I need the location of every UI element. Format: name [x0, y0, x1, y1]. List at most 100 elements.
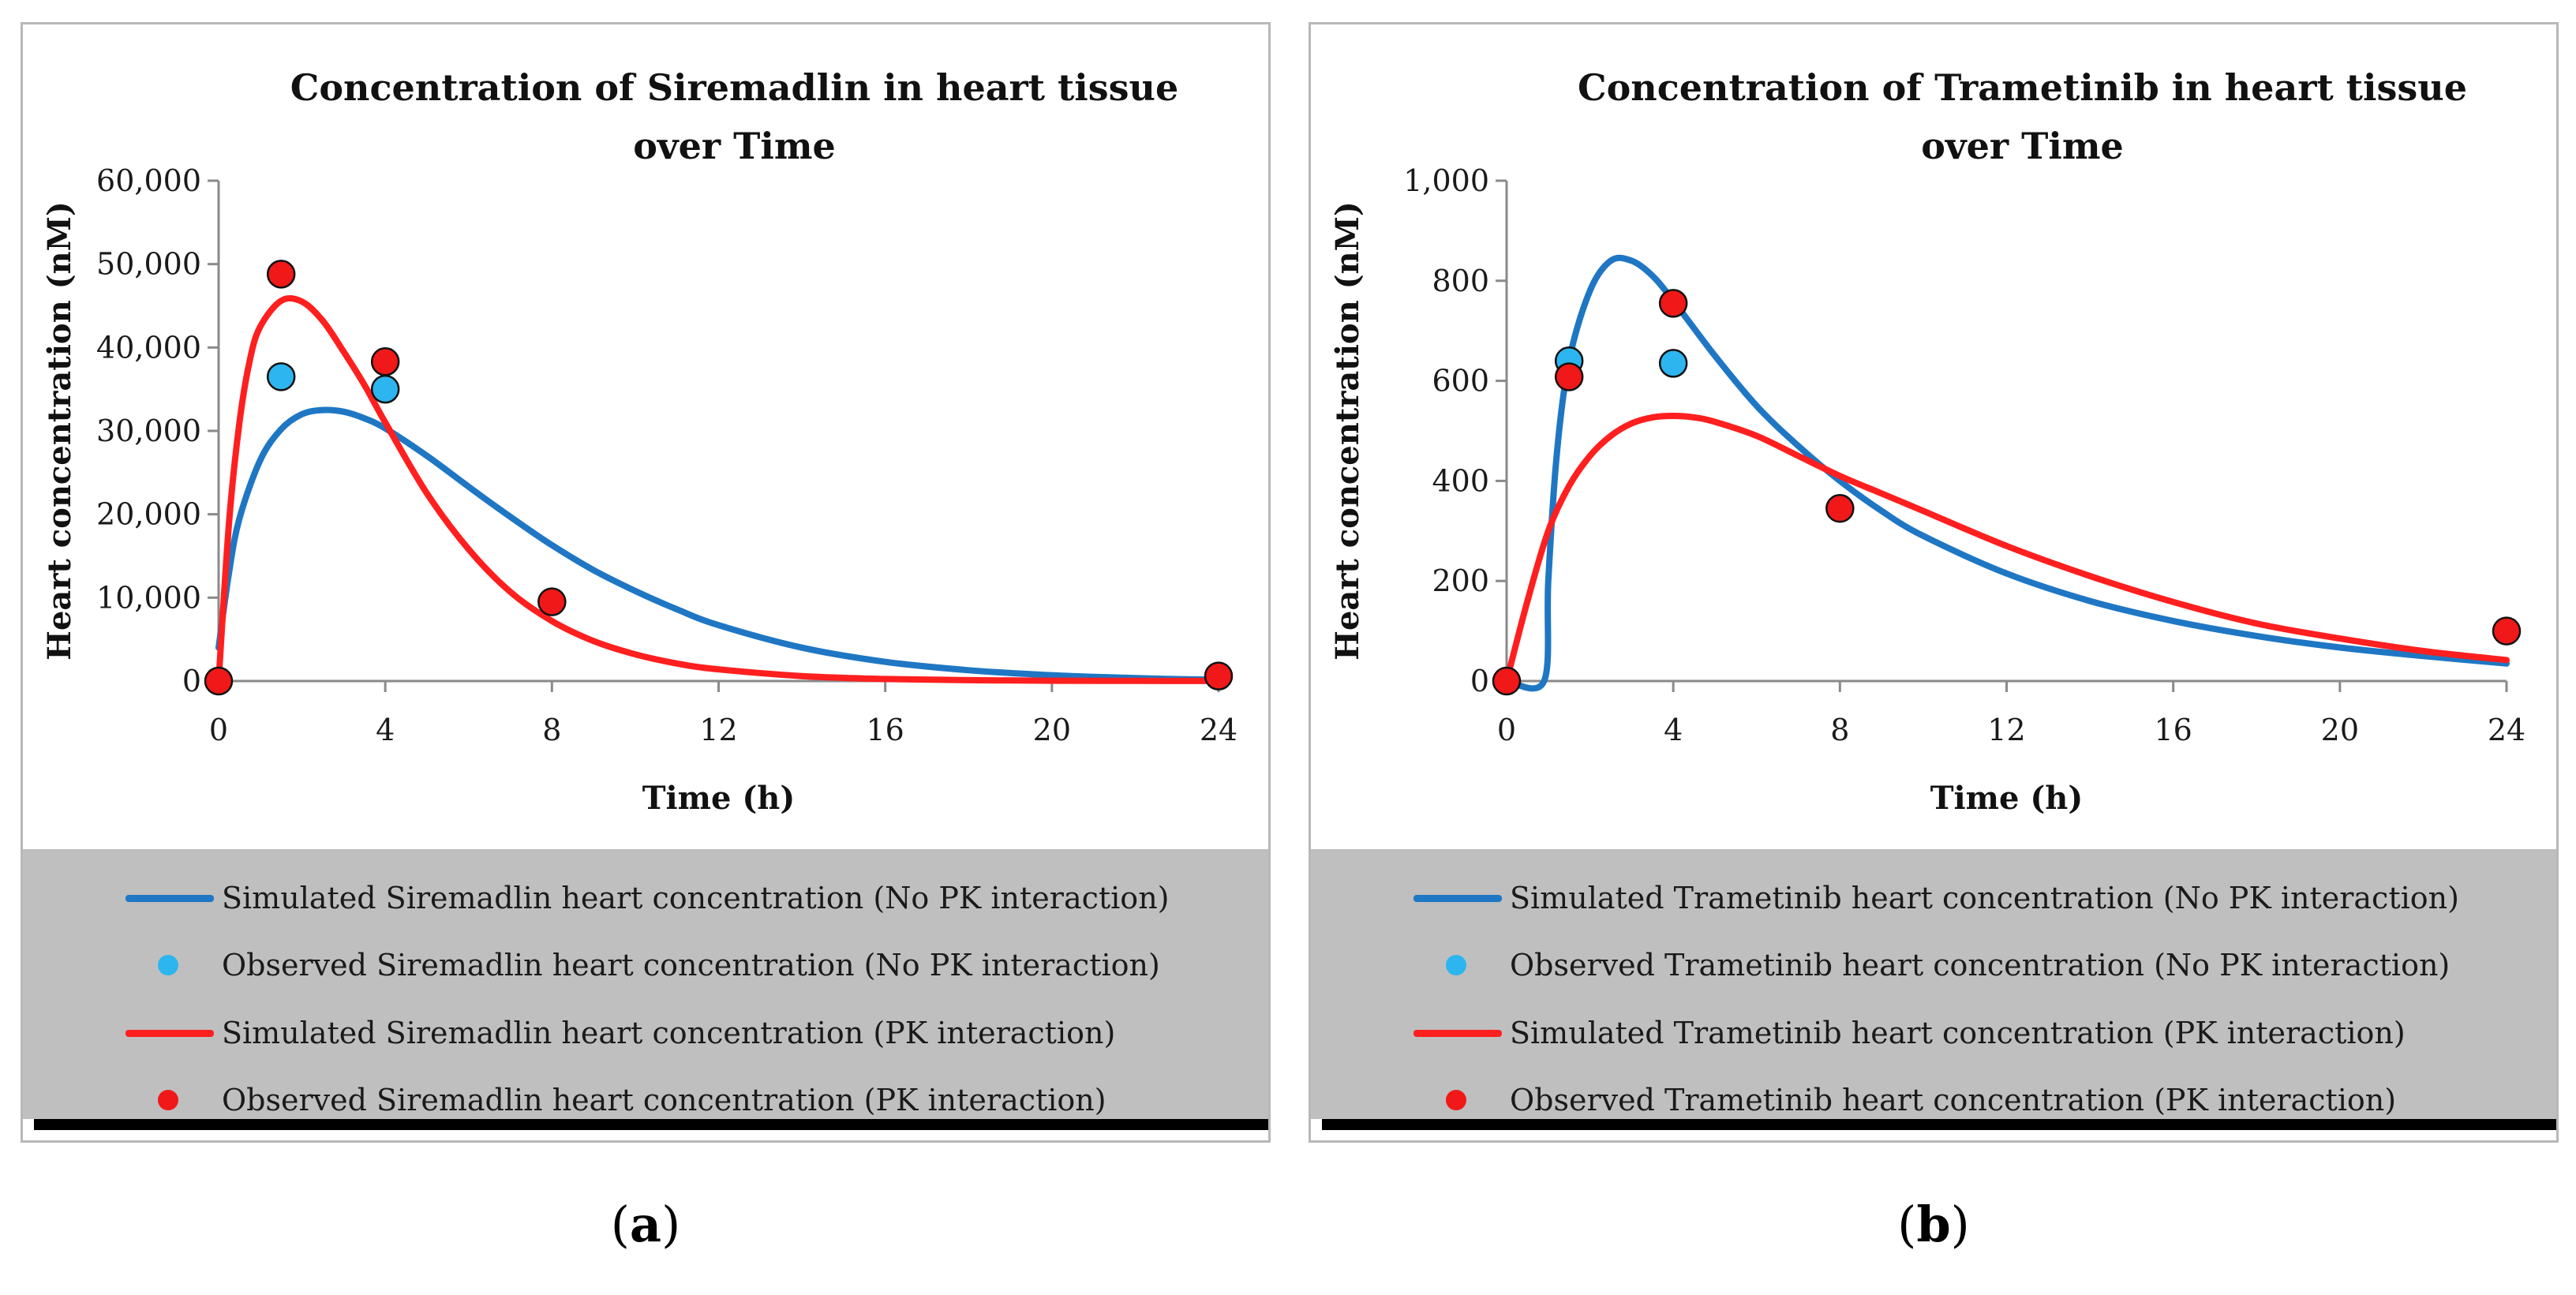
legend-item-simulated-no-pk: Simulated Trametinib heart concentration… — [1413, 876, 2459, 920]
legend-item-observed-pk: Observed Trametinib heart concentration … — [1413, 1078, 2396, 1122]
y-axis-label: Heart concentration (nM) — [41, 201, 78, 661]
legend-label: Simulated Siremadlin heart concentration… — [222, 1016, 1116, 1050]
x-tick-label: 16 — [2154, 713, 2192, 747]
series-line — [1503, 254, 2510, 692]
chart-title-line: Concentration of Siremadlin in heart tis… — [290, 66, 1179, 109]
chart-panel-b: Concentration of Trametinib in heart tis… — [1309, 22, 2559, 1143]
legend-swatch — [1413, 1011, 1502, 1055]
x-tick-label: 20 — [2321, 713, 2359, 747]
data-point — [266, 362, 296, 391]
caption-letter: b — [1916, 1196, 1951, 1253]
data-point — [1492, 666, 1522, 696]
caption-letter: a — [629, 1196, 662, 1253]
x-tick-label: 4 — [1664, 713, 1683, 747]
x-tick-label: 0 — [209, 713, 228, 747]
x-tick-label: 4 — [376, 713, 395, 747]
x-tick-label: 12 — [1987, 713, 2025, 747]
legend-line-icon — [125, 895, 214, 902]
legend-item-simulated-pk: Simulated Siremadlin heart concentration… — [125, 1011, 1115, 1055]
chart-b-svg: Concentration of Trametinib in heart tis… — [1329, 66, 2525, 817]
data-point — [1204, 661, 1234, 691]
legend-bottom-bar — [34, 1119, 1268, 1130]
legend-swatch — [1413, 876, 1502, 920]
legend-dot-icon — [1446, 1090, 1466, 1110]
legend-dot-icon — [1446, 955, 1466, 975]
chart-a-svg: Concentration of Siremadlin in heart tis… — [41, 66, 1237, 817]
y-tick-label: 600 — [1432, 364, 1489, 399]
caption-open: ( — [610, 1196, 630, 1253]
data-point — [370, 374, 400, 404]
legend-line-icon — [1413, 895, 1502, 902]
caption-open: ( — [1897, 1196, 1917, 1253]
data-point — [266, 260, 296, 289]
y-tick-label: 60,000 — [96, 163, 201, 198]
x-tick-label: 16 — [866, 713, 904, 747]
x-tick-label: 8 — [542, 713, 561, 747]
legend-item-observed-pk: Observed Siremadlin heart concentration … — [125, 1078, 1106, 1122]
data-point — [2492, 616, 2522, 646]
caption-close: ) — [1950, 1196, 1970, 1253]
data-point — [1658, 289, 1688, 318]
x-tick-label: 0 — [1497, 713, 1516, 747]
y-tick-label: 400 — [1432, 463, 1489, 498]
series-line — [1503, 413, 2510, 684]
legend-swatch — [125, 1011, 214, 1055]
legend-label: Simulated Siremadlin heart concentration… — [222, 881, 1170, 915]
y-tick-label: 800 — [1432, 264, 1489, 298]
data-point — [204, 666, 234, 696]
x-axis-label: Time (h) — [1930, 780, 2084, 817]
caption-close: ) — [661, 1196, 681, 1253]
chart-title-line: over Time — [633, 125, 836, 167]
legend-item-simulated-no-pk: Simulated Siremadlin heart concentration… — [125, 876, 1170, 920]
legend-label: Observed Trametinib heart concentration … — [1510, 1083, 2397, 1117]
series-line — [215, 295, 1222, 684]
legend-item-simulated-pk: Simulated Trametinib heart concentration… — [1413, 1011, 2406, 1055]
x-axis-label: Time (h) — [642, 780, 796, 817]
legend-bottom-bar — [1322, 1119, 2556, 1130]
legend-dot-icon — [158, 955, 178, 975]
data-point — [1658, 349, 1688, 378]
caption-a: (a) — [567, 1196, 724, 1253]
x-tick-label: 8 — [1830, 713, 1849, 747]
chart-b-legend: Simulated Trametinib heart concentration… — [1311, 849, 2556, 1119]
x-tick-label: 24 — [1200, 713, 1237, 747]
legend-swatch — [125, 1078, 214, 1122]
y-tick-label: 0 — [182, 664, 201, 698]
caption-b: (b) — [1855, 1196, 2012, 1253]
x-tick-label: 20 — [1033, 713, 1071, 747]
data-point — [1554, 362, 1584, 391]
legend-item-observed-no-pk: Observed Siremadlin heart concentration … — [125, 943, 1160, 987]
legend-label: Simulated Trametinib heart concentration… — [1510, 881, 2459, 915]
y-tick-label: 10,000 — [96, 580, 201, 615]
series-line — [215, 406, 1222, 683]
legend-line-icon — [125, 1030, 214, 1037]
x-tick-label: 24 — [2488, 713, 2525, 747]
legend-swatch — [1413, 943, 1502, 987]
y-tick-label: 30,000 — [96, 414, 201, 448]
data-point — [370, 347, 400, 376]
legend-line-icon — [1413, 1030, 1502, 1037]
y-tick-label: 200 — [1432, 563, 1489, 598]
legend-dot-icon — [158, 1090, 178, 1110]
chart-title-line: Concentration of Trametinib in heart tis… — [1578, 66, 2467, 109]
legend-label: Observed Siremadlin heart concentration … — [222, 948, 1160, 982]
y-tick-label: 1,000 — [1403, 163, 1489, 198]
legend-label: Simulated Trametinib heart concentration… — [1510, 1016, 2406, 1050]
data-point — [537, 587, 567, 616]
chart-a-legend: Simulated Siremadlin heart concentration… — [23, 849, 1268, 1119]
y-tick-label: 0 — [1470, 664, 1489, 698]
legend-label: Observed Trametinib heart concentration … — [1510, 948, 2451, 982]
data-point — [1825, 494, 1855, 523]
legend-swatch — [125, 876, 214, 920]
legend-item-observed-no-pk: Observed Trametinib heart concentration … — [1413, 943, 2450, 987]
y-axis-label: Heart concentration (nM) — [1329, 201, 1366, 661]
chart-panel-a: Concentration of Siremadlin in heart tis… — [21, 22, 1271, 1143]
chart-title-line: over Time — [1921, 125, 2124, 167]
y-tick-label: 40,000 — [96, 330, 201, 365]
x-tick-label: 12 — [699, 713, 737, 747]
y-tick-label: 20,000 — [96, 497, 201, 532]
y-tick-label: 50,000 — [96, 247, 201, 282]
legend-label: Observed Siremadlin heart concentration … — [222, 1083, 1106, 1117]
legend-swatch — [1413, 1078, 1502, 1122]
legend-swatch — [125, 943, 214, 987]
